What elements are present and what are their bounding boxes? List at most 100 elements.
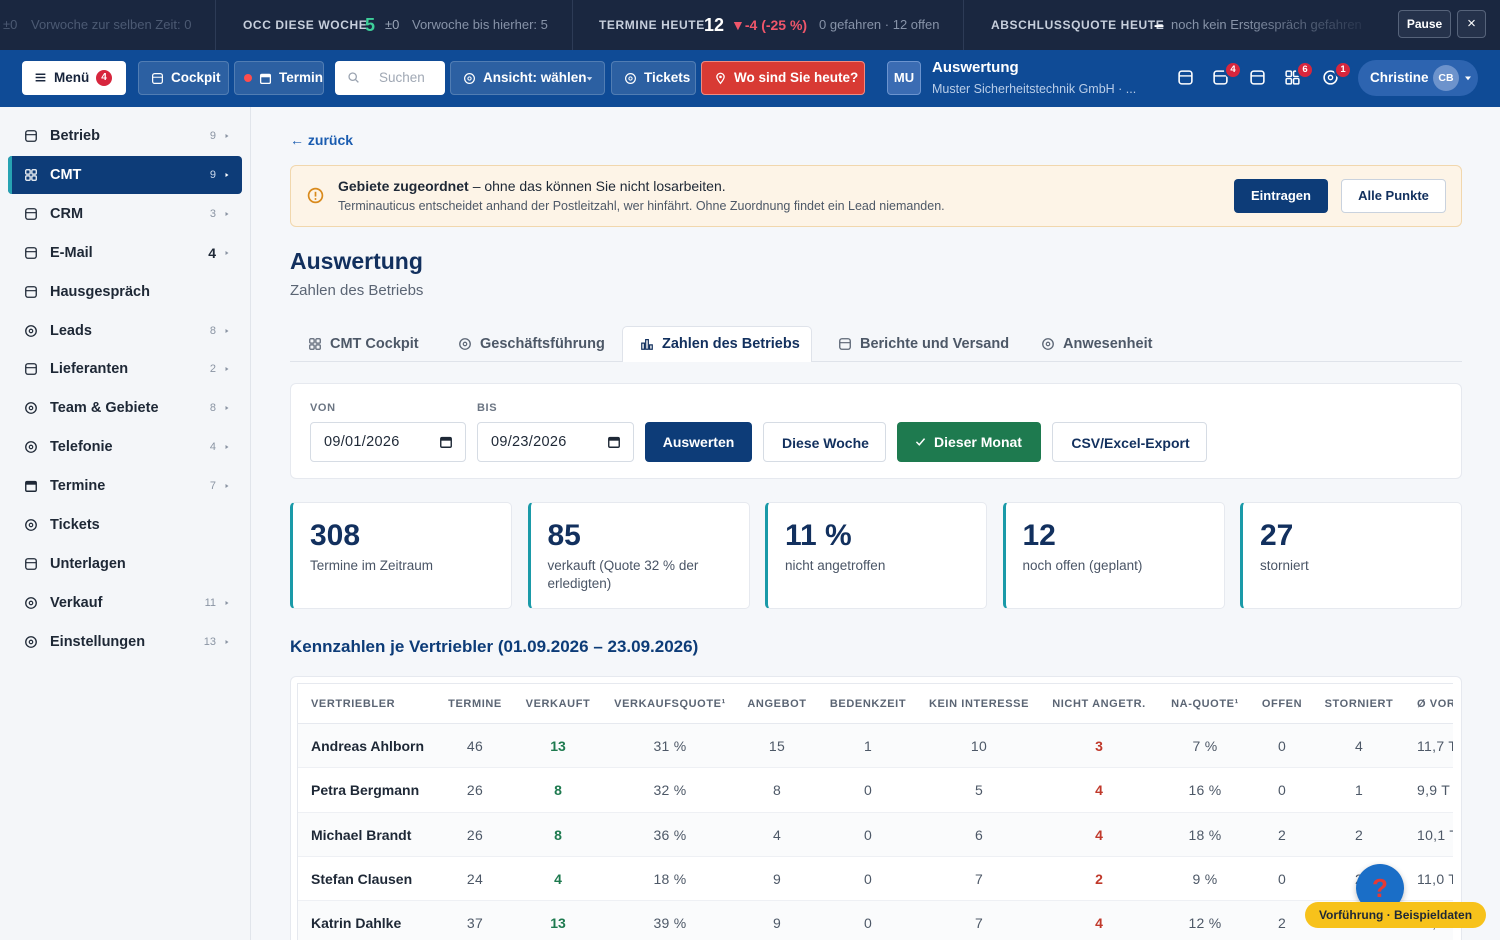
tab[interactable]: Zahlen des Betriebs <box>662 336 800 352</box>
view-button[interactable]: Ansicht: wählen <box>450 61 605 95</box>
kpi-card: 85 verkauft (Quote 32 % der erledigten) <box>527 502 750 609</box>
icon <box>225 211 229 216</box>
tab[interactable]: Anwesenheit <box>1063 336 1153 352</box>
back-link[interactable]: ← zurück <box>290 132 354 148</box>
location-button[interactable]: Wo sind Sie heute? <box>701 61 865 95</box>
button-label: CSV/Excel-Export <box>1071 435 1190 451</box>
table-cell: 11,0 T <box>1417 870 1453 887</box>
search-placeholder: Suchen <box>379 70 425 85</box>
icon <box>628 76 633 81</box>
sidebar-item[interactable]: CMT 9 <box>8 155 242 194</box>
icon <box>25 402 37 415</box>
tab[interactable]: CMT Cockpit <box>330 336 419 352</box>
filter-button[interactable]: Auswerten <box>645 422 752 462</box>
sidebar-item[interactable]: Tickets <box>8 506 242 544</box>
icon <box>315 344 321 350</box>
sidebar-label: Einstellungen <box>50 633 146 650</box>
column-header: ANGEBOT <box>747 698 807 710</box>
filter-button[interactable]: Diese Woche <box>763 422 886 462</box>
table-cell: 9 % <box>1192 870 1218 887</box>
sidebar-item[interactable]: Termine 7 <box>8 467 242 505</box>
kpi-value: 308 <box>310 519 361 552</box>
sidebar-label: Verkauf <box>50 594 103 611</box>
stat-delta: ±0 <box>385 17 400 32</box>
company-name: Muster Sicherheitstechnik GmbH · ... <box>932 82 1137 96</box>
table-cell: 0 <box>1277 782 1287 799</box>
icon <box>225 406 229 411</box>
menu-button[interactable]: Menü 4 <box>22 61 126 95</box>
sidebar-item[interactable]: Hausgespräch <box>8 273 242 311</box>
tickets-button[interactable]: Tickets <box>611 61 696 95</box>
icon <box>625 73 636 84</box>
icon <box>314 198 317 200</box>
icon-badge: 1 <box>1334 61 1352 79</box>
icon <box>459 338 471 350</box>
sidebar-item[interactable]: Telefonie 4 <box>8 428 242 466</box>
icon <box>307 187 324 204</box>
alert-action[interactable]: Alle Punkte <box>1341 179 1446 213</box>
date-input[interactable]: 09/23/2026 <box>477 422 634 462</box>
table-cell: 2 <box>1354 826 1364 843</box>
sidebar-label: Lieferanten <box>50 361 129 378</box>
icon <box>464 73 475 84</box>
icon <box>839 338 851 350</box>
sidebar-count: 11 <box>204 596 216 609</box>
filter-button[interactable]: CSV/Excel-Export <box>1052 422 1207 462</box>
icon <box>25 481 37 493</box>
icon <box>25 324 37 337</box>
kpi-label: verkauft (Quote 32 % der erledigten) <box>547 558 699 591</box>
sidebar-item[interactable]: Team & Gebiete 8 <box>8 389 242 427</box>
table: VERTRIEBLER TERMINE VERKAUFT VERKAUFSQUOTE¹… <box>297 683 1453 940</box>
kpi-card: 27 storniert <box>1240 502 1462 609</box>
sidebar-label: Leads <box>50 322 92 339</box>
icon <box>225 484 229 489</box>
search-box[interactable]: Suchen <box>335 61 445 95</box>
table-cell: 7 <box>974 870 984 887</box>
table-cell: 32 % <box>653 782 687 799</box>
cockpit-button[interactable]: Cockpit <box>138 61 229 95</box>
icon <box>1213 70 1228 85</box>
icon <box>649 344 653 350</box>
sidebar-item[interactable]: Leads 8 <box>8 312 242 350</box>
date-input[interactable]: 09/01/2026 <box>310 422 466 462</box>
icon <box>25 246 37 259</box>
close-button[interactable]: × <box>1457 10 1486 38</box>
icon <box>31 175 37 181</box>
alert: Gebiete zugeordnet – ohne das können Sie … <box>290 165 1462 227</box>
icon <box>152 73 163 84</box>
sidebar-item[interactable]: Unterlagen <box>8 545 242 583</box>
sidebar-item[interactable]: Betrieb 9 <box>8 117 242 155</box>
icon <box>225 600 229 605</box>
field-label: VON <box>310 402 336 414</box>
button-label: Dieser Monat <box>934 434 1022 450</box>
filter-button[interactable]: Dieser Monat <box>897 422 1041 462</box>
terminauticus-button[interactable]: Termina <box>234 61 324 95</box>
table-cell: 4 <box>554 870 562 887</box>
table-cell: 1 <box>1354 782 1364 799</box>
stat-note: 0 gefahren · 12 offen <box>819 17 940 32</box>
icon <box>225 367 229 372</box>
icon <box>462 341 468 347</box>
sidebar-label: Hausgespräch <box>50 283 150 300</box>
alert-action[interactable]: Eintragen <box>1234 179 1328 213</box>
sidebar-item[interactable]: Lieferanten 2 <box>8 350 242 388</box>
table-cell: 24 <box>466 870 484 887</box>
sidebar-item[interactable]: CRM 3 <box>8 195 242 233</box>
icon <box>309 338 315 344</box>
icon <box>459 338 471 350</box>
sidebar-item[interactable]: E-Mail 4 <box>8 234 242 272</box>
icon <box>25 557 37 570</box>
user-menu[interactable]: Christine CB <box>1358 60 1478 96</box>
pause-button[interactable]: Pause <box>1398 10 1451 38</box>
table-cell: Petra Bergmann <box>311 782 420 799</box>
tab[interactable]: Geschäftsführung <box>480 336 605 352</box>
sidebar-item[interactable]: Einstellungen 13 <box>8 623 242 661</box>
tab[interactable]: Berichte und Versand <box>860 336 1010 352</box>
active-accent <box>8 155 12 194</box>
column-header: STORNIERT <box>1324 698 1394 710</box>
icon <box>225 250 229 255</box>
icon <box>28 639 34 645</box>
sidebar-item[interactable]: Verkauf 11 <box>8 584 242 622</box>
icon <box>355 79 359 83</box>
alert-title: Gebiete zugeordnet <box>338 178 469 194</box>
